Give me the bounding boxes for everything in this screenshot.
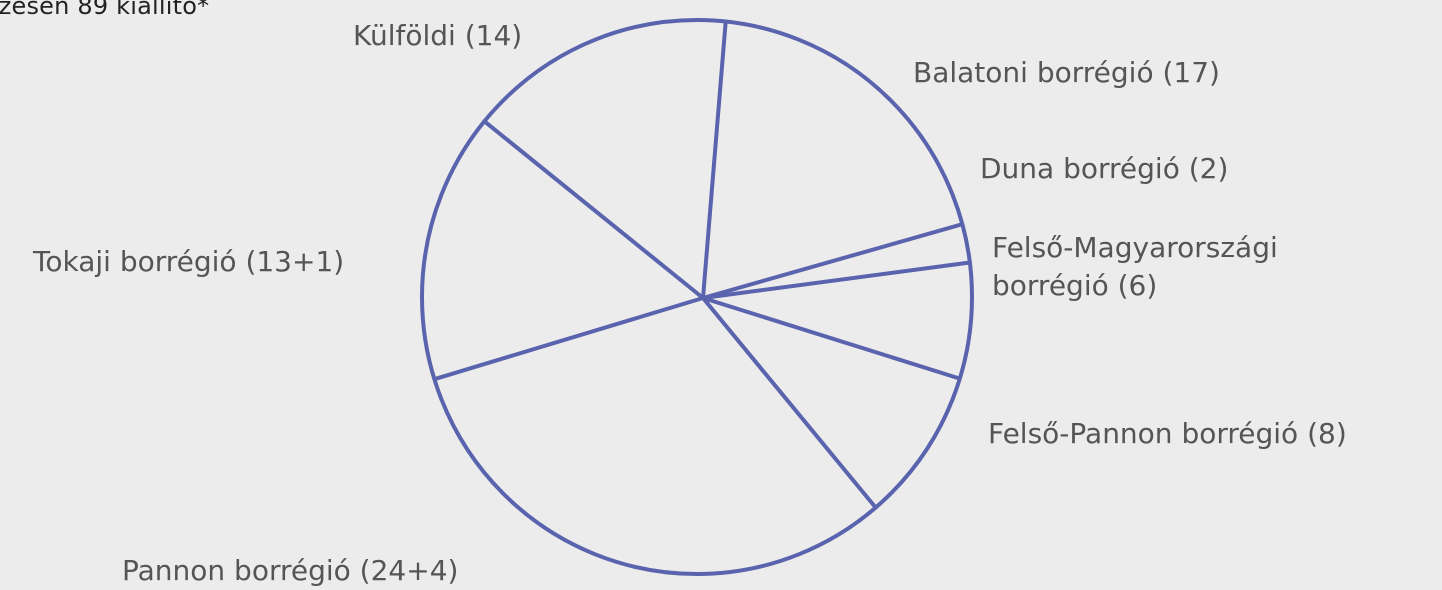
slice-label-felso-pannon: Felső-Pannon borrégió (8) <box>988 417 1347 450</box>
slice-divider-1 <box>701 222 965 300</box>
slice-divider-6 <box>482 119 705 300</box>
slice-label-tokaji: Tokaji borrégió (13+1) <box>33 245 345 278</box>
slice-divider-3 <box>701 296 962 381</box>
slice-label-felso-magyarorszagi-line-1: Felső-Magyarországi <box>992 231 1278 264</box>
chart-title: szesen 89 kiállító* <box>0 0 210 20</box>
slice-label-kulfoldi: Külföldi (14) <box>353 19 523 52</box>
pie-dividers <box>432 19 972 510</box>
slice-divider-4 <box>701 296 878 510</box>
slice-divider-2 <box>701 260 972 300</box>
slice-label-balatoni: Balatoni borrégió (17) <box>913 56 1220 89</box>
slice-label-pannon: Pannon borrégió (24+4) <box>122 554 459 587</box>
slice-divider-5 <box>432 296 705 382</box>
slice-label-duna: Duna borrégió (2) <box>980 152 1229 185</box>
slice-label-felso-magyarorszagi-line-2: borrégió (6) <box>992 269 1158 302</box>
pie-outline <box>420 18 974 576</box>
slice-label-felso-magyarorszagi: Felső-Magyarországi borrégió (6) <box>992 229 1278 305</box>
slice-divider-0 <box>701 19 728 300</box>
